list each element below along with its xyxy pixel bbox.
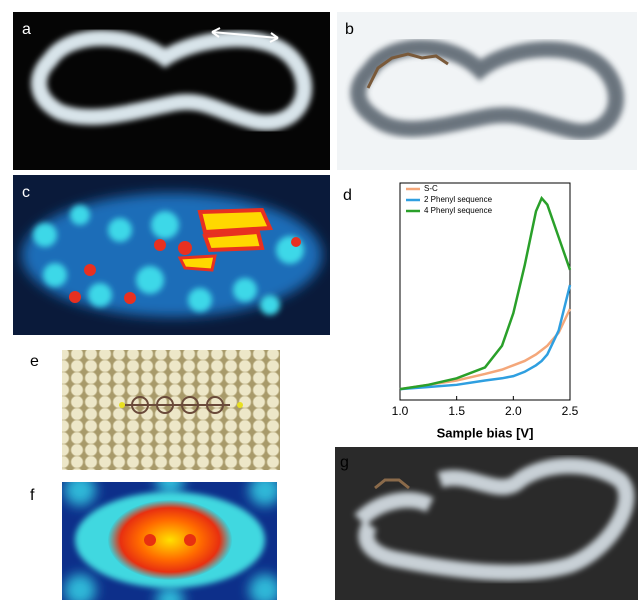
x-tick-label: 1.0 bbox=[392, 404, 409, 418]
stm-image-b bbox=[337, 12, 637, 170]
model-image-e bbox=[62, 350, 280, 470]
x-tick-label: 2.5 bbox=[562, 404, 579, 418]
panel-label: b bbox=[345, 21, 354, 38]
legend-label: S-C bbox=[424, 184, 438, 193]
panel-label: a bbox=[22, 21, 31, 38]
stm-image-a bbox=[13, 12, 330, 170]
x-axis-label: Sample bias [V] bbox=[437, 425, 534, 440]
simulated-image-f bbox=[62, 468, 281, 602]
x-tick-label: 1.5 bbox=[448, 404, 465, 418]
x-tick-label: 2.0 bbox=[505, 404, 522, 418]
panel-label: c bbox=[22, 184, 30, 201]
legend-label: 4 Phenyl sequence bbox=[424, 206, 493, 215]
panel-label: f bbox=[30, 487, 35, 504]
stm-image-c bbox=[13, 175, 330, 335]
stm-image-g bbox=[335, 447, 638, 600]
panel-label: g bbox=[340, 454, 349, 471]
figure: a b c d e bbox=[0, 0, 641, 602]
panel-label: e bbox=[30, 353, 39, 370]
panel-label: d bbox=[343, 187, 352, 204]
legend-label: 2 Phenyl sequence bbox=[424, 195, 493, 204]
